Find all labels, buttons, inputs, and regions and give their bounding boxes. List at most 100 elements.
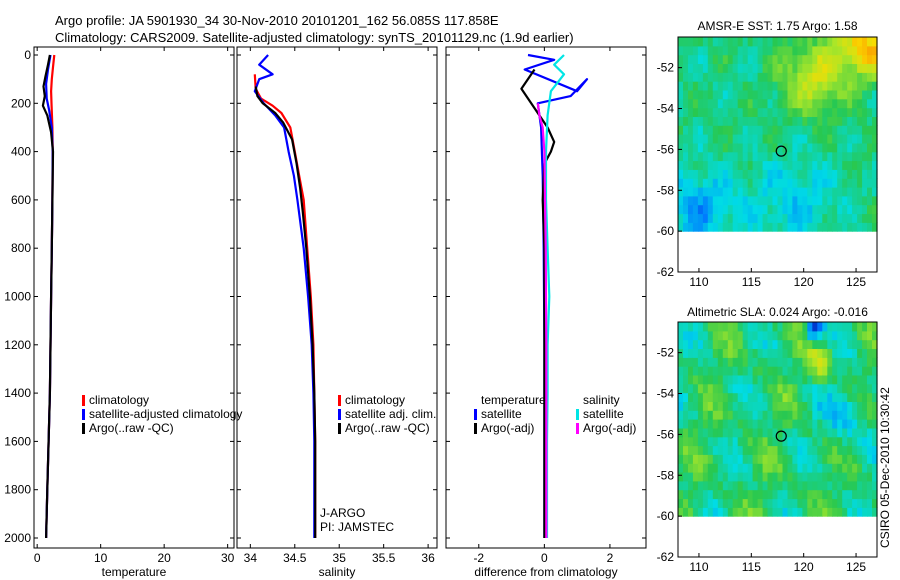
heatmap-cell [683, 169, 689, 179]
heatmap-cell [772, 63, 779, 73]
heatmap-cell [688, 213, 694, 223]
heatmap-cell [822, 330, 828, 341]
heatmap-cell [847, 107, 853, 117]
heatmap-cell [712, 427, 719, 438]
heatmap-cell [777, 187, 784, 197]
heatmap-cell [842, 348, 848, 358]
heatmap-cell [817, 142, 823, 153]
heatmap-cell [678, 374, 684, 385]
heatmap-cell [822, 480, 828, 491]
heatmap-cell [817, 54, 823, 64]
heatmap-cell [797, 366, 803, 376]
heatmap-cell [832, 160, 838, 170]
heatmap-cell [692, 498, 699, 508]
heatmap-cell [702, 125, 709, 135]
heatmap-cell [777, 383, 784, 394]
heatmap-cell [852, 54, 858, 64]
heatmap-cell [722, 480, 729, 491]
heatmap-cell [857, 427, 863, 438]
heatmap-cell [707, 169, 714, 179]
heatmap-cell [767, 195, 774, 206]
heatmap-cell [683, 489, 689, 500]
heatmap-cell [747, 374, 754, 385]
platform-annotation: J-ARGO [320, 506, 365, 520]
heatmap-cell [737, 392, 744, 402]
heatmap-cell [872, 480, 878, 491]
heatmap-cell [752, 330, 759, 341]
heatmap-cell [688, 463, 694, 473]
heatmap-cell [742, 357, 749, 367]
difference-legend-swatch [576, 423, 579, 434]
heatmap-cell [822, 142, 828, 153]
heatmap-cell [727, 187, 734, 197]
heatmap-cell [857, 178, 863, 188]
heatmap-cell [862, 357, 868, 367]
heatmap-cell [767, 489, 774, 500]
heatmap-cell [707, 507, 714, 517]
heatmap-cell [872, 374, 878, 385]
heatmap-cell [862, 125, 868, 135]
heatmap-cell [817, 463, 823, 473]
heatmap-cell [772, 489, 779, 500]
heatmap-cell [862, 213, 868, 223]
heatmap-cell [757, 178, 764, 188]
heatmap-cell [827, 142, 833, 153]
heatmap-cell [722, 454, 729, 464]
heatmap-cell [867, 63, 873, 73]
heatmap-cell [762, 454, 769, 464]
heatmap-cell [857, 366, 863, 376]
heatmap-cell [837, 507, 843, 517]
heatmap-cell [862, 498, 868, 508]
heatmap-cell [787, 366, 794, 376]
heatmap-cell [717, 178, 724, 188]
heatmap-cell [702, 401, 709, 411]
salinity-axes-box [236, 46, 438, 549]
heatmap-cell [822, 107, 828, 117]
heatmap-cell [872, 427, 878, 438]
heatmap-cell [702, 204, 709, 215]
heatmap-cell [812, 151, 818, 162]
heatmap-cell [772, 151, 779, 162]
heatmap-cell [797, 125, 803, 135]
heatmap-cell [722, 116, 729, 126]
heatmap-cell [692, 322, 699, 332]
heatmap-cell [792, 204, 798, 215]
heatmap-cell [832, 222, 838, 232]
heatmap-cell [747, 81, 754, 91]
heatmap-cell [688, 63, 694, 73]
heatmap-cell [767, 454, 774, 464]
heatmap-cell [737, 401, 744, 411]
heatmap-cell [683, 45, 689, 56]
heatmap-cell [747, 472, 754, 482]
heatmap-cell [683, 392, 689, 402]
heatmap-cell [832, 125, 838, 135]
heatmap-cell [837, 489, 843, 500]
heatmap-cell [697, 427, 704, 438]
heatmap-cell [717, 419, 724, 429]
heatmap-cell [757, 357, 764, 367]
heatmap-cell [712, 63, 719, 73]
heatmap-cell [712, 436, 719, 447]
heatmap-cell [817, 187, 823, 197]
heatmap-cell [832, 445, 838, 455]
heatmap-cell [787, 195, 794, 206]
heatmap-cell [867, 160, 873, 170]
heatmap-cell [732, 472, 739, 482]
heatmap-cell [772, 357, 779, 367]
heatmap-cell [857, 445, 863, 455]
heatmap-cell [737, 454, 744, 464]
heatmap-cell [697, 383, 704, 394]
heatmap-cell [817, 160, 823, 170]
heatmap-cell [692, 45, 699, 56]
heatmap-cell [742, 98, 749, 109]
heatmap-cell [712, 489, 719, 500]
heatmap-cell [752, 436, 759, 447]
heatmap-cell [732, 374, 739, 385]
heatmap-cell [683, 401, 689, 411]
heatmap-cell [767, 419, 774, 429]
heatmap-cell [688, 204, 694, 215]
heatmap-cell [678, 445, 684, 455]
heatmap-cell [742, 107, 749, 117]
heatmap-cell [678, 151, 684, 162]
heatmap-cell [683, 374, 689, 385]
